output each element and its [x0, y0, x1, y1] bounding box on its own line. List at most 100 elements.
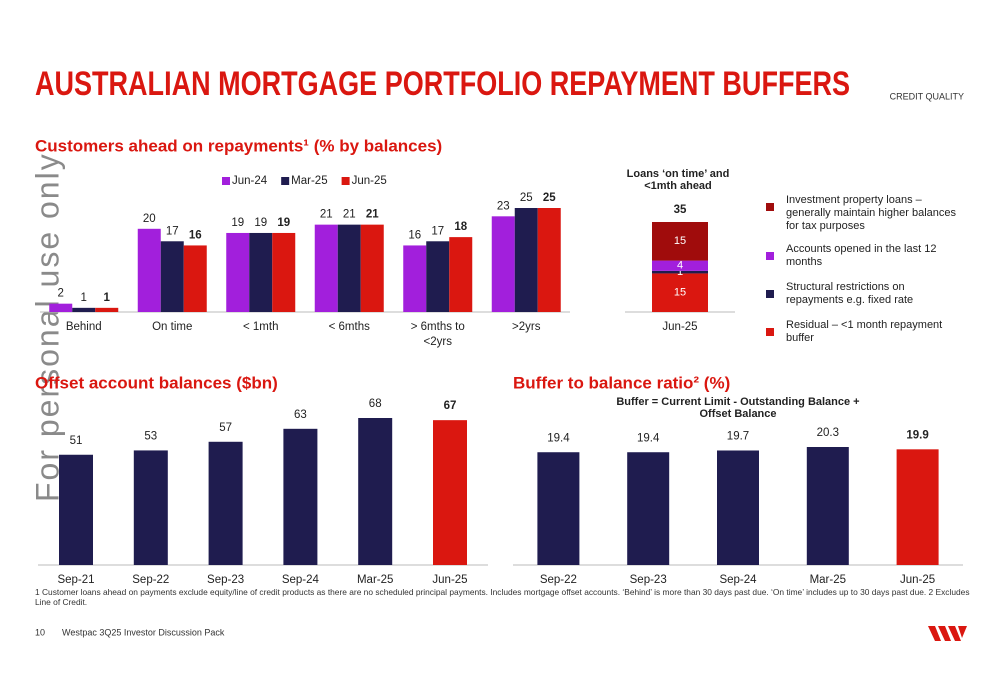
- x-tick-label-box: Sep-22: [132, 574, 169, 586]
- bar: [272, 232, 296, 312]
- legend-swatch: [766, 290, 774, 298]
- value-label: 21: [343, 209, 356, 221]
- bar: [403, 245, 427, 312]
- bar: [449, 237, 473, 312]
- x-tick-label-box: Sep-22: [539, 574, 577, 586]
- bar: [49, 303, 73, 312]
- bar: [433, 420, 467, 565]
- x-tick-label: < 1mth: [243, 321, 279, 333]
- x-tick-label-box: Sep-23: [630, 574, 667, 586]
- bar: [226, 232, 250, 312]
- bar: [133, 450, 168, 565]
- watermark: For personal use only: [29, 152, 65, 502]
- chart-title: Offset account balances ($bn): [35, 373, 278, 392]
- value-label: 20.3: [817, 427, 839, 439]
- legend-label: Residual – <1 month repayment buffer: [786, 319, 943, 344]
- bar: [717, 450, 759, 565]
- bar: [183, 245, 207, 312]
- x-tick-label: Jun-25: [432, 574, 468, 586]
- value-label: 1: [81, 292, 87, 304]
- bar: [208, 441, 243, 565]
- x-tick-label-box: Sep-23: [207, 574, 244, 586]
- chart-title: Customers ahead on repayments¹ (% by bal…: [35, 136, 442, 155]
- value-label: 16: [189, 229, 202, 241]
- value-label: 25: [520, 192, 533, 204]
- bar: [426, 241, 450, 312]
- x-tick-label: < 6mths: [328, 321, 370, 333]
- legend-label: Mar-25: [291, 175, 327, 187]
- bar: [514, 208, 538, 312]
- chart-subtitle: Buffer = Current Limit - Outstanding Bal…: [616, 396, 860, 420]
- bar: [72, 307, 96, 312]
- chart-title: Loans ‘on time’ and <1mth ahead: [626, 168, 730, 192]
- value-label: 25: [543, 192, 556, 204]
- x-tick-label: >2yrs: [512, 321, 541, 333]
- footer-text: Westpac 3Q25 Investor Discussion Pack: [62, 627, 225, 637]
- legend-label: Accounts opened in the last 12 months: [786, 243, 937, 268]
- value-label: 15: [674, 287, 686, 299]
- bar: [537, 452, 580, 565]
- x-tick-label: Sep-21: [57, 574, 95, 586]
- x-tick-label: Sep-24: [719, 574, 757, 586]
- value-label: 17: [431, 225, 444, 237]
- value-label: 19: [277, 217, 290, 229]
- slide-title: AUSTRALIAN MORTGAGE PORTFOLIO REPAYMENT …: [35, 65, 850, 103]
- value-label: 19.9: [906, 429, 928, 441]
- bar: [358, 418, 393, 565]
- value-label: 19: [231, 217, 244, 229]
- x-tick-label-box: Jun-25: [432, 574, 468, 586]
- value-label: 23: [497, 200, 510, 212]
- bar: [896, 449, 939, 565]
- value-label: 16: [408, 229, 421, 241]
- value-label: 17: [166, 225, 179, 237]
- legend-swatch: [341, 177, 350, 185]
- footnote: 1 Customer loans ahead on payments exclu…: [35, 587, 970, 607]
- bar: [314, 224, 338, 312]
- x-tick-label: Mar-25: [356, 574, 394, 586]
- x-tick-label: Behind: [65, 321, 102, 333]
- x-tick-label-box: Sep-24: [282, 574, 319, 586]
- legend-label: Jun-25: [352, 175, 387, 187]
- legend-swatch: [766, 252, 774, 260]
- legend-swatch: [766, 203, 774, 211]
- x-tick-label-box: Sep-21: [57, 574, 95, 586]
- bar: [537, 208, 561, 312]
- total-label: 35: [674, 204, 687, 216]
- bar-segment: [652, 273, 708, 312]
- value-label: 21: [366, 209, 379, 221]
- legend-label-box: Investment property loans – generally ma…: [786, 194, 956, 232]
- x-tick-label-box: Sep-24: [719, 574, 757, 586]
- value-label: 19.4: [637, 432, 660, 444]
- bar: [360, 224, 384, 312]
- legend-swatch: [766, 328, 774, 336]
- legend-label-box: Structural restrictions on repayments e.…: [786, 281, 913, 306]
- x-tick-label-box: >2yrs: [512, 321, 541, 333]
- x-tick-label-box: Jun-25: [900, 574, 936, 586]
- bar: [249, 232, 273, 312]
- x-tick-label: Jun-25: [662, 321, 698, 333]
- logo-part: [928, 626, 941, 641]
- value-label: 57: [219, 422, 232, 434]
- logo-part: [958, 626, 967, 638]
- bar: [283, 428, 318, 565]
- x-tick-label: Sep-22: [539, 574, 577, 586]
- legend-swatch: [222, 177, 230, 185]
- page-number: 10: [35, 627, 45, 637]
- bar: [137, 228, 161, 312]
- value-label: 2: [58, 288, 64, 300]
- value-label: 4: [677, 260, 683, 272]
- value-label: 53: [144, 430, 157, 442]
- x-tick-label: On time: [152, 321, 193, 333]
- x-tick-label: Jun-25: [900, 574, 936, 586]
- value-label: 67: [444, 400, 457, 412]
- value-label: 1: [677, 266, 683, 278]
- value-label: 68: [369, 398, 382, 410]
- x-tick-label: Mar-25: [809, 574, 847, 586]
- x-tick-label-box: Mar-25: [356, 574, 394, 586]
- chart-title: Buffer to balance ratio² (%): [513, 373, 730, 392]
- chart-subtitle-box: Buffer = Current Limit - Outstanding Bal…: [616, 396, 860, 420]
- x-tick-label-box: On time: [152, 321, 193, 333]
- bar-segment: [652, 222, 708, 261]
